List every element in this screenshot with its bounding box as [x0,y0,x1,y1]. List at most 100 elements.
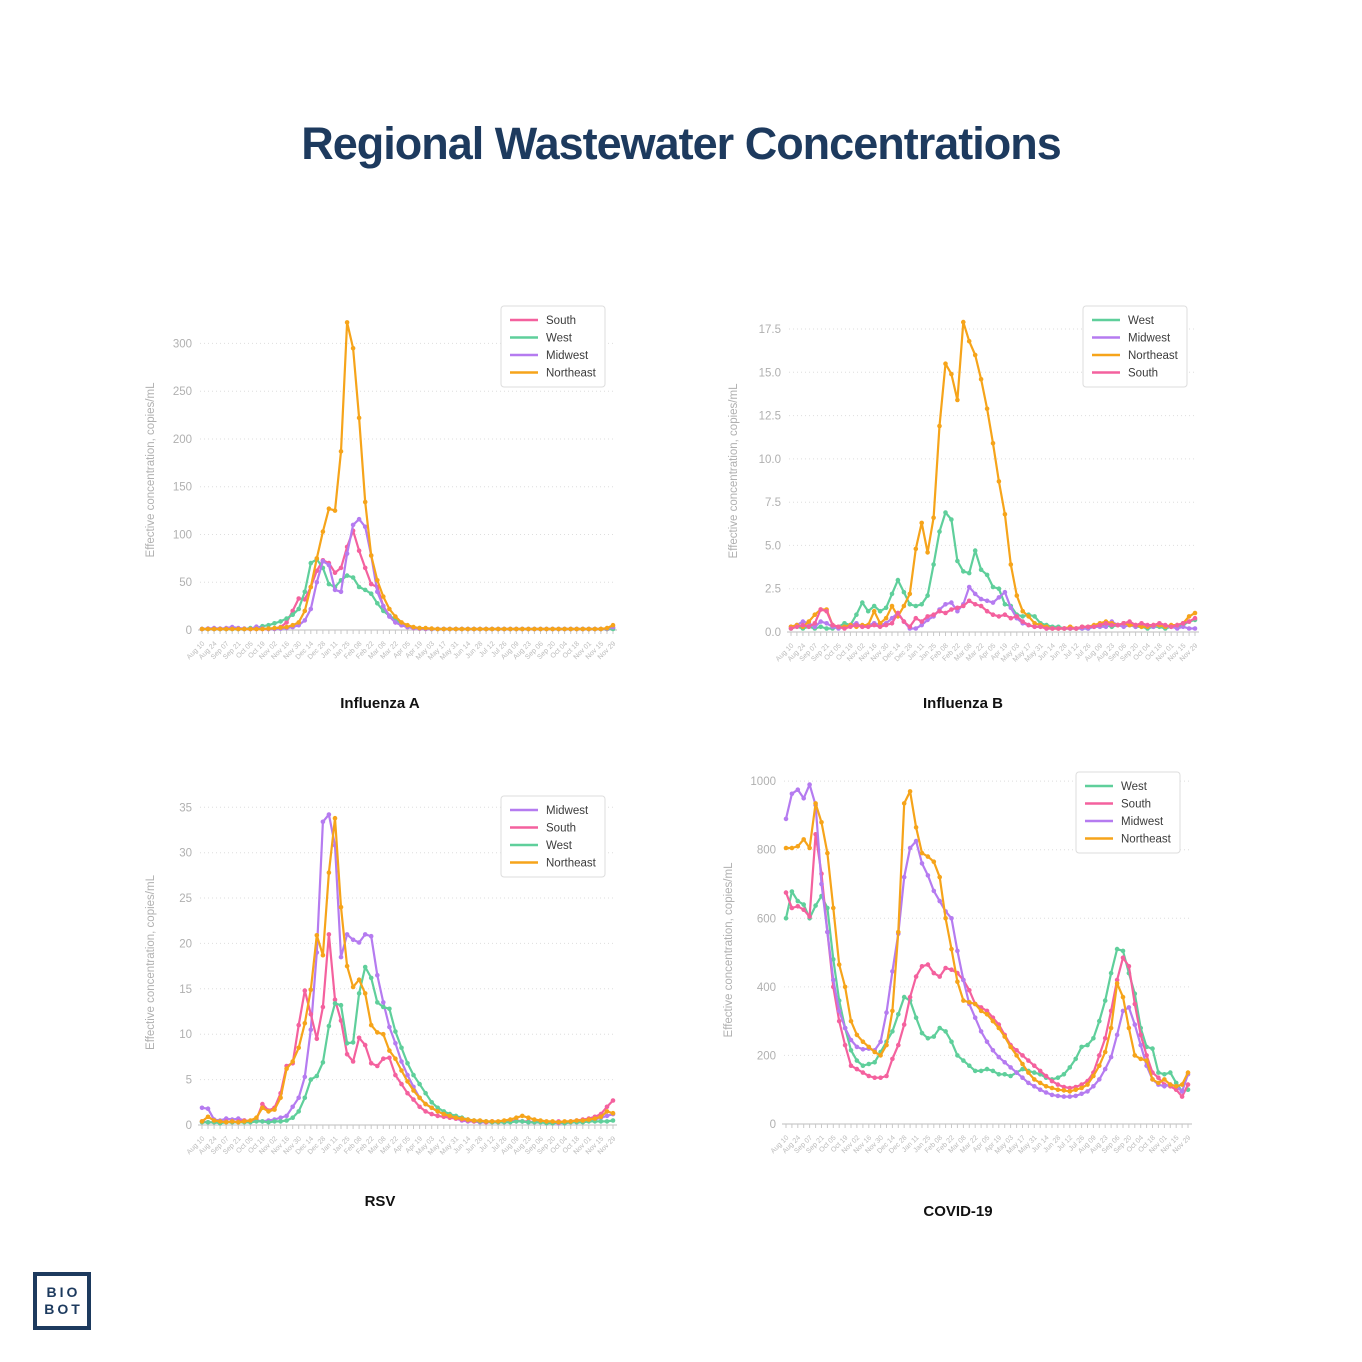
data-point [824,608,829,614]
data-point [848,1048,854,1053]
data-point [1173,1084,1179,1089]
data-point [338,589,344,595]
data-point [871,603,877,609]
data-point [1032,1077,1037,1082]
data-point [314,556,320,561]
data-point [381,1031,386,1037]
data-point [296,1022,301,1028]
data-point [1026,622,1031,628]
data-point [1097,622,1103,628]
data-point [860,600,865,605]
data-point [788,626,794,631]
data-point [890,969,895,974]
data-point [254,1115,259,1120]
data-point [223,626,229,632]
data-point [1020,1075,1025,1080]
data-point [984,1012,990,1017]
legend-label: West [546,333,573,345]
data-point [978,567,984,572]
data-point [1020,619,1025,624]
data-point [338,449,344,454]
data-point [854,1032,860,1038]
data-point [1120,955,1126,960]
data-point [996,479,1002,484]
data-point [1055,1093,1061,1099]
data-point [326,506,332,511]
data-point [830,622,835,628]
data-point [1192,615,1198,621]
influenza-b-plot: 0.0 2.5 5.0 7.5 10.0 12.5 15.0 17.5 Effective co… [728,305,1199,664]
rsv-plot: 0 5 10 15 20 25 30 35 Effective concentration, c… [145,795,617,1157]
data-point [435,1109,441,1114]
data-point [789,845,795,851]
data-point [901,801,907,806]
data-point [1162,1072,1167,1077]
data-point [984,1039,990,1044]
data-point [949,916,954,921]
data-point [1085,1089,1090,1094]
data-point [1162,1077,1167,1082]
data-point [495,1119,501,1124]
data-point [338,1002,344,1008]
data-point [889,591,895,597]
logo-line-2: BOT [44,1301,83,1317]
data-point [783,816,789,822]
data-point [1091,624,1097,630]
data-point [1120,948,1126,954]
data-point [320,952,326,958]
data-point [526,1115,531,1120]
data-point [854,622,859,628]
data-point [350,345,356,351]
data-point [1168,624,1174,630]
data-point [949,600,954,605]
data-point [338,565,344,571]
data-point [1097,1077,1102,1082]
data-point [574,1118,579,1123]
data-point [1020,1053,1025,1058]
data-point [1032,1084,1037,1089]
data-point [807,845,812,851]
data-point [556,626,561,632]
data-point [393,1072,398,1078]
data-point [1032,614,1037,619]
data-point [949,967,954,972]
data-point [387,614,392,619]
data-point [1102,1066,1108,1072]
data-point [925,614,930,619]
data-point [1138,1042,1143,1048]
legend-label: Midwest [1128,333,1171,345]
data-point [1127,622,1132,628]
data-point [937,874,942,880]
data-point [842,1042,848,1048]
data-point [356,584,362,590]
data-point [375,601,380,606]
data-point [966,338,972,344]
data-point [1097,1018,1102,1024]
data-point [405,1079,410,1084]
data-point [883,615,889,621]
data-point [526,1120,531,1125]
data-point [314,1073,320,1079]
data-point [592,626,598,632]
data-point [1179,1094,1185,1099]
data-point [1008,615,1014,621]
data-point [913,838,919,844]
data-point [901,589,907,595]
data-point [825,929,830,935]
data-point [586,626,592,632]
data-point [1079,1085,1084,1091]
data-point [860,1047,866,1052]
legend-box [1075,771,1181,854]
series-line-midwest [200,518,615,631]
data-point [943,610,948,616]
data-point [871,608,877,614]
data-point [544,626,549,632]
data-point [1073,1056,1078,1062]
data-point [1026,614,1031,619]
data-point [896,1042,901,1048]
data-point [1121,621,1126,626]
data-point [387,606,392,612]
data-point [495,626,501,632]
data-point [435,1113,441,1119]
data-point [223,1120,229,1125]
